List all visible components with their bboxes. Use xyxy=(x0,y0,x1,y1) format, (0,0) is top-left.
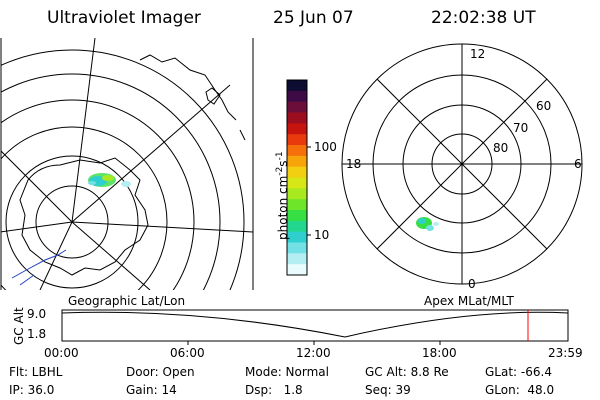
timeline-y-top: 9.0 xyxy=(27,307,47,321)
unit-text-s: s xyxy=(276,160,290,167)
meridian xyxy=(71,221,151,290)
mlt-meridian xyxy=(376,78,548,250)
color-bar-segment xyxy=(287,188,307,200)
unit-text: photon cm xyxy=(276,175,290,240)
color-bar-segment xyxy=(287,231,307,243)
aurora-blob-left xyxy=(88,173,131,187)
color-bar-frame xyxy=(286,79,308,276)
mlt-label-18: 18 xyxy=(346,157,362,171)
color-bar-segment xyxy=(287,177,307,189)
lat-circle xyxy=(35,185,109,259)
color-bar-segment xyxy=(287,134,307,146)
timeline-x-tick-2359: 23:59 xyxy=(548,346,583,360)
lat-circle xyxy=(1,49,245,290)
lat-label-60: 60 xyxy=(536,99,552,113)
info-door: Door: Open xyxy=(126,365,195,379)
timeline-x-tick-1800: 18:00 xyxy=(422,346,457,360)
color-tick-100: 100 xyxy=(314,140,337,154)
color-bar-segment xyxy=(287,210,307,222)
info-glon: GLon: 48.0 xyxy=(485,383,555,397)
meridian xyxy=(1,150,73,223)
lat-label-80: 80 xyxy=(493,141,509,155)
geographic-map xyxy=(1,38,253,290)
time-label: 22:02:38 UT xyxy=(431,8,536,28)
color-bar xyxy=(287,80,307,276)
color-bar-unit-label: photon cm-2s-1 xyxy=(275,151,290,240)
unit-exp-2: -1 xyxy=(275,151,285,161)
color-bar-segment xyxy=(287,155,307,168)
mlt-label-0: 0 xyxy=(468,277,476,291)
info-dsp: Dsp: 1.8 xyxy=(245,383,303,397)
timeline-frame xyxy=(61,309,569,342)
color-bar-segment xyxy=(287,101,307,113)
color-bar-segment xyxy=(287,112,307,124)
color-bar-segment xyxy=(287,264,307,276)
timeline-ticks xyxy=(187,341,441,345)
meridian xyxy=(71,38,96,223)
altitude-curve xyxy=(61,311,569,338)
info-seq: Seq: 39 xyxy=(365,383,411,397)
continent-outline xyxy=(19,157,149,276)
info-gc-alt: GC Alt: 8.8 Re xyxy=(365,365,449,379)
island-outline xyxy=(205,87,221,105)
lat-circle xyxy=(5,155,139,289)
color-bar-segment xyxy=(287,166,307,178)
color-bar-segment xyxy=(287,145,307,157)
color-tick-10: 10 xyxy=(314,228,330,242)
timeline-x-tick-0600: 06:00 xyxy=(170,346,205,360)
info-filter: Flt: LBHL xyxy=(9,365,63,379)
mlt-label-6: 6 xyxy=(574,157,582,171)
color-bar-segment xyxy=(287,220,307,233)
left-projection-label: Geographic Lat/Lon xyxy=(68,294,186,308)
color-bar-segment xyxy=(287,242,307,254)
color-bar-segment xyxy=(287,199,307,211)
color-bar-segment xyxy=(287,90,307,103)
aurora-blob-right xyxy=(416,217,439,231)
magnetic-map xyxy=(341,43,583,285)
info-glat: GLat: -66.4 xyxy=(485,365,552,379)
lat-label-70: 70 xyxy=(513,121,529,135)
timeline-x-tick-1200: 12:00 xyxy=(296,346,331,360)
right-projection-label: Apex MLat/MLT xyxy=(424,294,514,308)
info-ip: IP: 36.0 xyxy=(9,383,55,397)
lat-circle xyxy=(1,99,195,290)
date-label: 25 Jun 07 xyxy=(273,8,354,28)
coastline xyxy=(19,274,35,286)
color-bar-segment xyxy=(287,123,307,135)
instrument-title: Ultraviolet Imager xyxy=(47,8,201,28)
lat-circle xyxy=(1,73,221,290)
meridian xyxy=(71,221,253,233)
timeline-y-bottom: 1.8 xyxy=(27,327,47,341)
unit-exp-1: -2 xyxy=(275,166,285,176)
meridian xyxy=(71,84,231,223)
coastline xyxy=(11,249,67,279)
color-bar-segment xyxy=(287,80,307,92)
lat-circle xyxy=(1,126,168,290)
info-mode: Mode: Normal xyxy=(245,365,329,379)
timeline-y-axis-label: GC Alt xyxy=(12,307,26,345)
coastline xyxy=(239,129,246,141)
color-bar-segment xyxy=(287,253,307,265)
timeline-x-tick-0000: 00:00 xyxy=(44,346,79,360)
coastline xyxy=(139,54,237,121)
info-gain: Gain: 14 xyxy=(126,383,177,397)
mlt-label-12: 12 xyxy=(470,47,486,61)
meridian xyxy=(1,221,73,233)
